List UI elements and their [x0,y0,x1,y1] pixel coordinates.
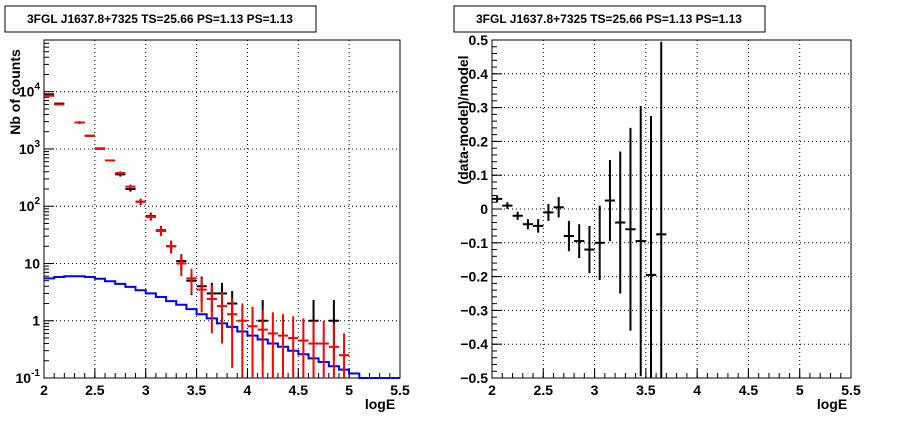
residual-point [584,225,595,274]
residual-point [543,203,554,221]
model-point [267,312,278,378]
residual-point [656,41,667,378]
right-x-tick-label: 5.5 [841,382,861,398]
left-x-tick-label: 4.5 [289,382,309,398]
left-x-tick-label: 2.5 [85,382,105,398]
left-x-tick-label: 4 [244,382,252,398]
right-x-tick-label: 3 [591,382,599,398]
residual-point [492,195,503,203]
left-chart-title: 3FGL J1637.8+7325 TS=25.66 PS=1.13 PS=1.… [27,12,293,26]
model-point [166,240,177,254]
right-axis-ticks: 2 2.5 3 3.5 4 4.5 5 5.5 −0.5 −0.4 −0.3 −0.2 −0.1 0 0.1… [460,32,861,398]
model-step-line [44,275,400,379]
residual-point [604,159,616,242]
left-panel: 2 2.5 3 3.5 4 4.5 5 5.5 10-1 1 10 102 103 104 3FGL J1… [4,5,410,412]
right-x-tick-label: 4.5 [739,382,759,398]
left-y-tick-label: 1 [32,313,40,329]
left-x-tick-label: 5 [345,382,353,398]
model-point [206,285,217,334]
right-y-axis-title: (data-model)/model [455,55,471,184]
model-point [227,298,238,368]
left-y-tick-label: 10 [24,255,40,271]
left-x-tick-label: 5.5 [390,382,410,398]
model-point [257,309,268,378]
model-point [308,320,319,378]
residual-point [502,202,513,209]
right-x-tick-label: 2 [488,382,496,398]
model-point [318,320,329,378]
right-y-tick-label: −0.2 [460,269,488,285]
right-x-tick-label: 5 [796,382,804,398]
residual-point [615,151,626,294]
right-y-tick-label: −0.1 [460,235,488,251]
left-y-tick-label: 103 [19,139,41,157]
right-y-tick-label: 0.4 [469,66,489,82]
residual-point [563,220,575,252]
left-data-marks [44,93,400,379]
model-point [186,268,197,295]
residual-point [635,105,646,377]
model-point [277,314,289,378]
residual-point [553,197,564,218]
model-point [237,303,248,378]
residual-point [645,116,657,378]
model-point [247,306,258,378]
left-title-box: 3FGL J1637.8+7325 TS=25.66 PS=1.13 PS=1.… [4,5,317,33]
right-y-tick-label: 0.5 [469,32,489,48]
right-grid [492,40,851,378]
right-y-tick-label: 0.2 [469,133,489,149]
right-x-tick-label: 2.5 [534,382,554,398]
model-point [196,277,207,313]
residual-point [574,224,585,259]
left-y-tick-label: 104 [19,82,41,100]
right-plot-frame [491,39,852,379]
right-y-tick-label: 0.3 [469,100,489,116]
right-y-tick-label: 0.1 [469,167,489,183]
right-title-box: 3FGL J1637.8+7325 TS=25.66 PS=1.13 PS=1.… [453,5,766,33]
model-point [176,255,187,277]
model-point [338,333,350,378]
model-point [328,323,339,378]
model-point [288,316,299,378]
left-grid [44,40,400,378]
right-x-tick-label: 4 [693,382,701,398]
residual-point [625,127,636,331]
model-point [145,213,156,221]
right-chart-title: 3FGL J1637.8+7325 TS=25.66 PS=1.13 PS=1.… [476,12,742,26]
residual-point [522,219,534,230]
left-y-axis-title: Nb of counts [7,49,23,135]
left-y-tick-label: 102 [19,196,41,214]
model-point [125,184,136,189]
left-x-tick-label: 3.5 [187,382,207,398]
right-y-tick-label: −0.3 [460,302,488,318]
residual-point [533,219,544,233]
left-x-tick-label: 2 [40,382,48,398]
model-point [135,199,146,205]
right-x-axis-title: logE [817,396,847,412]
right-y-tick-label: −0.5 [460,370,488,386]
right-panel: 2 2.5 3 3.5 4 4.5 5 5.5 −0.5 −0.4 −0.3 −0.2 −0.1 0 0.1… [453,5,861,412]
right-y-tick-label: 0 [480,201,488,217]
model-point [155,226,167,237]
left-y-tick-label: 10-1 [16,368,41,386]
left-x-axis-title: logE [365,396,395,412]
residual-point [594,205,605,280]
right-y-tick-label: −0.4 [460,336,488,352]
right-x-tick-label: 3.5 [636,382,656,398]
residual-point [512,211,523,220]
right-data-marks [492,41,667,378]
model-point [115,171,126,175]
left-axis-ticks: 2 2.5 3 3.5 4 4.5 5 5.5 10-1 1 10 102 103 104 [16,39,410,398]
model-point [298,318,309,378]
left-x-tick-label: 3 [142,382,150,398]
model-point [216,291,228,344]
